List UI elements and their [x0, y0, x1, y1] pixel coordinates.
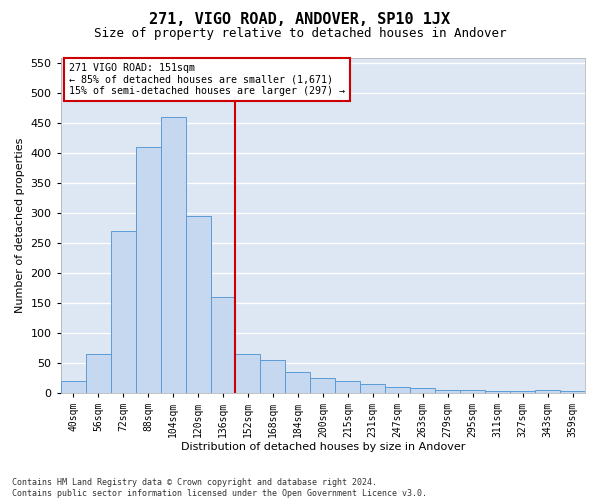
X-axis label: Distribution of detached houses by size in Andover: Distribution of detached houses by size … — [181, 442, 465, 452]
Bar — [211, 297, 235, 392]
Bar — [136, 148, 161, 392]
Y-axis label: Number of detached properties: Number of detached properties — [15, 138, 25, 313]
Bar — [310, 378, 335, 392]
Bar — [235, 354, 260, 393]
Bar — [161, 118, 185, 392]
Bar — [61, 380, 86, 392]
Bar — [560, 391, 585, 392]
Bar — [286, 372, 310, 392]
Bar — [335, 380, 361, 392]
Bar — [185, 216, 211, 392]
Bar — [86, 354, 110, 393]
Bar — [260, 360, 286, 392]
Bar — [110, 231, 136, 392]
Bar — [535, 390, 560, 392]
Text: 271 VIGO ROAD: 151sqm
← 85% of detached houses are smaller (1,671)
15% of semi-d: 271 VIGO ROAD: 151sqm ← 85% of detached … — [68, 62, 344, 96]
Text: Contains HM Land Registry data © Crown copyright and database right 2024.
Contai: Contains HM Land Registry data © Crown c… — [12, 478, 427, 498]
Bar — [361, 384, 385, 392]
Bar — [410, 388, 435, 392]
Bar — [435, 390, 460, 392]
Text: 271, VIGO ROAD, ANDOVER, SP10 1JX: 271, VIGO ROAD, ANDOVER, SP10 1JX — [149, 12, 451, 28]
Bar — [485, 391, 510, 392]
Text: Size of property relative to detached houses in Andover: Size of property relative to detached ho… — [94, 28, 506, 40]
Bar — [385, 386, 410, 392]
Bar — [460, 390, 485, 392]
